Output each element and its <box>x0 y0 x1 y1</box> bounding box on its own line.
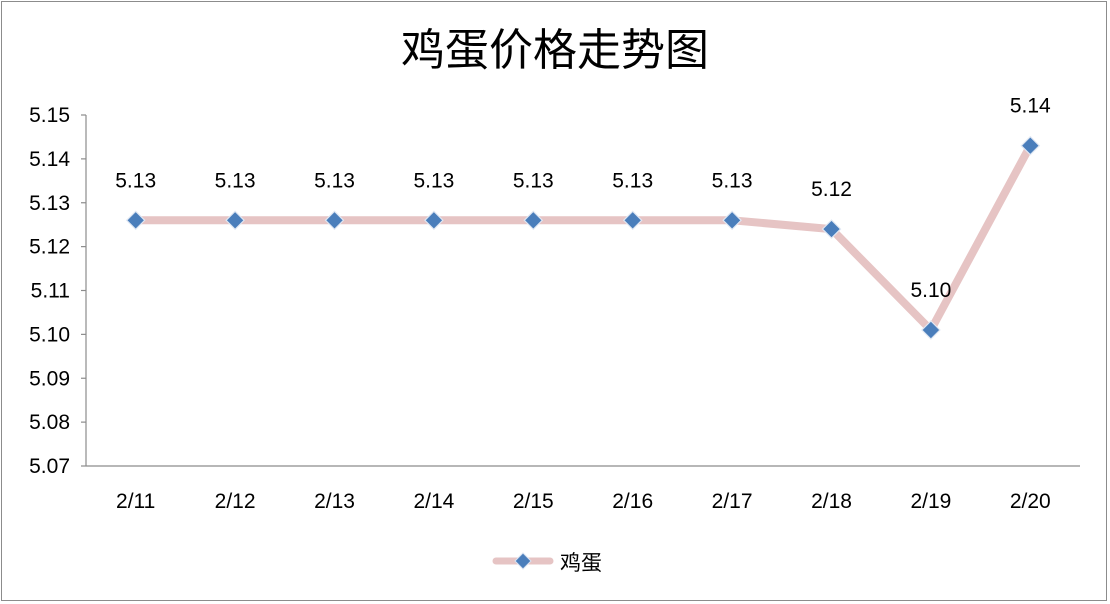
y-tick-label: 5.07 <box>29 455 70 478</box>
data-label: 5.13 <box>314 169 355 192</box>
y-tick-label: 5.12 <box>29 236 70 259</box>
data-point-marker <box>921 320 941 340</box>
x-tick-label: 2/13 <box>314 490 355 513</box>
data-point-marker <box>722 210 742 231</box>
y-axis-ticks <box>81 114 86 467</box>
data-label: 5.13 <box>413 169 454 192</box>
data-point-marker <box>324 210 345 231</box>
y-tick-label: 5.14 <box>29 148 70 171</box>
legend-label: 鸡蛋 <box>560 551 602 575</box>
y-tick-label: 5.11 <box>31 280 70 303</box>
data-point-marker <box>225 210 245 231</box>
legend: 鸡蛋 <box>492 551 602 575</box>
data-point-marker <box>1020 135 1041 156</box>
legend-marker-swatch <box>514 552 532 570</box>
data-labels: 5.13 5.13 5.13 5.13 5.13 5.13 5.13 5.12 5.10 5.14 <box>115 95 1051 302</box>
y-tick-label: 5.09 <box>29 367 70 390</box>
data-point-marker <box>821 219 842 239</box>
data-label: 5.13 <box>712 169 753 192</box>
y-tick-label: 5.08 <box>29 411 70 434</box>
series-line-egg <box>131 141 1035 334</box>
x-tick-label: 2/16 <box>612 490 653 513</box>
chart-title: 鸡蛋价格走势图 <box>401 25 709 76</box>
x-tick-label: 2/17 <box>712 490 753 513</box>
x-tick-label: 2/14 <box>413 490 454 513</box>
data-label: 5.10 <box>910 279 951 302</box>
series-line-group <box>131 141 1035 334</box>
x-tick-label: 2/19 <box>910 490 951 513</box>
y-tick-label: 5.13 <box>29 192 70 215</box>
data-label: 5.13 <box>513 169 554 192</box>
data-point-marker <box>523 210 544 231</box>
data-point-marker <box>125 210 146 231</box>
series-markers <box>125 135 1041 340</box>
y-axis-labels: 5.07 5.08 5.09 5.10 5.11 5.12 5.13 5.14 5.15 <box>29 104 70 478</box>
x-tick-label: 2/15 <box>513 490 554 513</box>
y-tick-label: 5.15 <box>29 104 70 127</box>
data-label: 5.13 <box>115 169 156 192</box>
data-label: 5.13 <box>215 169 256 192</box>
x-tick-label: 2/11 <box>116 490 155 513</box>
x-tick-label: 2/18 <box>811 490 852 513</box>
x-axis-labels: 2/11 2/12 2/13 2/14 2/15 2/16 2/17 2/18 2/19 2/20 <box>116 490 1051 513</box>
data-label: 5.13 <box>612 169 653 192</box>
y-tick-label: 5.10 <box>29 323 70 346</box>
x-tick-label: 2/20 <box>1010 490 1051 513</box>
data-label: 5.12 <box>811 178 852 201</box>
data-point-marker <box>424 210 444 231</box>
data-label: 5.14 <box>1010 95 1051 118</box>
x-tick-label: 2/12 <box>215 490 256 513</box>
data-point-marker <box>622 210 643 231</box>
